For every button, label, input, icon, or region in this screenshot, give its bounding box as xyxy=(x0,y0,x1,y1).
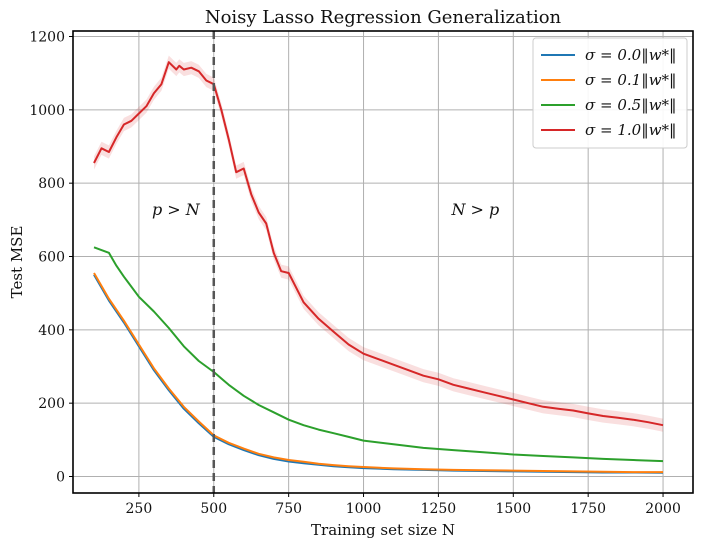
y-tick-label: 800 xyxy=(38,176,65,192)
legend-label: σ = 0.0‖w*‖ xyxy=(585,46,677,64)
series-line xyxy=(93,246,664,463)
series-line xyxy=(93,272,663,474)
legend-label: σ = 0.5‖w*‖ xyxy=(585,96,677,114)
chart-title: Noisy Lasso Regression Generalization xyxy=(205,7,562,28)
y-tick-label: 200 xyxy=(38,396,65,412)
series-line xyxy=(93,61,664,427)
legend-label: σ = 1.0‖w*‖ xyxy=(585,121,677,139)
annotation-n-gt-p: N > p xyxy=(450,200,499,219)
x-tick-label: 2000 xyxy=(645,501,681,517)
annotation-p-gt-n: p > N xyxy=(152,200,201,219)
x-tick-label: 750 xyxy=(275,501,302,517)
x-tick-label: 500 xyxy=(200,501,227,517)
axis-ticks: 250 500 750 1000 1250 1500 1750 2000 0 200 400 600 8… xyxy=(29,30,681,518)
x-tick-label: 1000 xyxy=(346,501,382,517)
x-axis-label: Training set size N xyxy=(311,521,455,539)
plot-frame xyxy=(72,30,694,494)
x-tick-label: 250 xyxy=(126,501,153,517)
series-lines xyxy=(93,55,664,474)
y-tick-label: 0 xyxy=(56,470,65,486)
x-tick-label: 1500 xyxy=(495,501,531,517)
y-tick-label: 1200 xyxy=(29,30,65,46)
y-tick-label: 1000 xyxy=(29,103,65,119)
y-tick-label: 600 xyxy=(38,250,65,266)
legend-label: σ = 0.1‖w*‖ xyxy=(585,71,677,89)
y-axis-label: Test MSE xyxy=(8,226,26,299)
legend-items: σ = 0.0‖w*‖ σ = 0.1‖w*‖ σ = 0.5‖w*‖ σ = 1.0… xyxy=(541,46,677,139)
legend-box xyxy=(532,37,688,149)
x-tick-label: 1750 xyxy=(570,501,606,517)
legend: σ = 0.0‖w*‖ σ = 0.1‖w*‖ σ = 0.5‖w*‖ σ = 1.0… xyxy=(532,37,688,149)
x-tick-label: 1250 xyxy=(421,501,457,517)
series-band xyxy=(94,55,663,432)
y-tick-label: 400 xyxy=(38,323,65,339)
